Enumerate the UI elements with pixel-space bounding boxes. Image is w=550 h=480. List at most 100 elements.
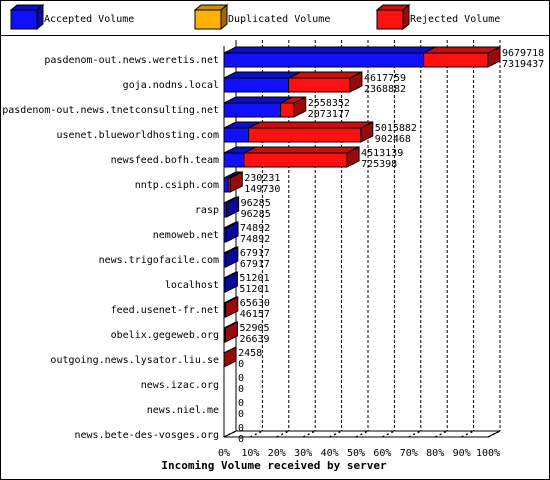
x-tick <box>461 430 474 438</box>
bar-side <box>293 96 307 118</box>
bar <box>223 52 425 68</box>
x-tick-label: 10% <box>241 448 259 459</box>
y-tick-label: news.izac.org <box>141 380 219 391</box>
x-tick-label: 60% <box>373 448 391 459</box>
bar-side <box>349 71 363 93</box>
total-label: 2558352 <box>308 98 350 109</box>
total-label: 51201 <box>239 273 269 284</box>
x-tick-label: 50% <box>347 448 365 459</box>
y-tick-label: nemoweb.net <box>153 230 219 241</box>
bar <box>243 152 348 168</box>
x-tick <box>329 430 342 438</box>
bar <box>223 152 245 168</box>
accepted-label: 7319437 <box>502 59 544 70</box>
accepted-label: 0 <box>238 359 244 370</box>
legend-label: Rejected Volume <box>410 14 500 25</box>
total-label: 2458 <box>238 348 262 359</box>
bar-side <box>226 196 240 218</box>
total-label: 65630 <box>240 298 270 309</box>
bar-side <box>346 146 360 168</box>
legend-swatch <box>376 9 404 30</box>
bar-top <box>423 46 501 54</box>
bar <box>288 77 351 93</box>
bar-side <box>223 346 237 368</box>
accepted-label: 902468 <box>375 134 411 145</box>
y-tick-label: news.niel.me <box>147 405 219 416</box>
y-tick-label: pasdenom-out.news.weretis.net <box>44 55 219 66</box>
bar-side <box>225 221 239 243</box>
x-tick-label: 30% <box>294 448 312 459</box>
y-tick-label: goja.nodns.local <box>123 80 219 91</box>
legend-swatch <box>194 9 222 30</box>
x-tick <box>223 430 237 438</box>
y-tick-label: feed.usenet-fr.net <box>111 305 219 316</box>
accepted-label: 2368882 <box>364 84 406 95</box>
y-tick-label: nntp.csiph.com <box>135 180 219 191</box>
y-tick-label: pasdenom-out.news.tnetconsulting.net <box>2 105 219 116</box>
bar-side <box>224 271 238 293</box>
y-tick-label: usenet.blueworldhosting.com <box>56 130 219 141</box>
legend-label: Duplicated Volume <box>228 14 330 25</box>
accepted-label: 0 <box>238 384 244 395</box>
legend-swatch-side <box>220 3 228 31</box>
bar <box>223 102 282 118</box>
x-tick <box>434 430 448 438</box>
x-tick-label: 20% <box>268 448 286 459</box>
total-label: 5015882 <box>375 123 417 134</box>
x-tick <box>408 430 422 438</box>
x-tick-label: 40% <box>321 448 339 459</box>
x-tick <box>302 430 316 438</box>
total-label: 4513139 <box>361 148 403 159</box>
bar-top <box>248 121 374 129</box>
x-tick <box>250 430 263 438</box>
legend-swatch-side <box>36 3 44 31</box>
bar-side <box>225 246 239 268</box>
accepted-label: 74892 <box>240 234 270 245</box>
total-label: 0 <box>238 398 244 409</box>
bar-side <box>360 121 374 143</box>
bar-side <box>229 171 243 193</box>
accepted-label: 51201 <box>239 284 269 295</box>
bar <box>223 77 290 93</box>
bar-side <box>224 321 238 343</box>
legend-label: Accepted Volume <box>44 14 134 25</box>
x-tick-label: 100% <box>476 448 500 459</box>
accepted-label: 725398 <box>361 159 397 170</box>
x-axis-title: Incoming Volume received by server <box>161 459 387 472</box>
x-tick <box>487 430 501 438</box>
total-label: 0 <box>238 423 244 434</box>
accepted-label: 149730 <box>244 184 280 195</box>
bar <box>423 52 489 68</box>
x-tick-label: 80% <box>426 448 444 459</box>
bar-top <box>223 71 301 79</box>
x-tick-label: 90% <box>453 448 471 459</box>
y-tick-label: obelix.gegeweb.org <box>111 330 219 341</box>
x-tick-label: 0% <box>218 448 230 459</box>
total-label: 52905 <box>239 323 269 334</box>
accepted-label: 2073177 <box>308 109 350 120</box>
x-tick <box>382 430 395 438</box>
legend-swatch-side <box>402 3 410 31</box>
accepted-label: 26639 <box>239 334 269 345</box>
bar-side <box>487 46 501 68</box>
accepted-label: 46157 <box>240 309 270 320</box>
total-label: 74892 <box>240 223 270 234</box>
total-label: 96285 <box>241 198 271 209</box>
accepted-label: 0 <box>238 409 244 420</box>
total-label: 0 <box>238 373 244 384</box>
bar <box>223 177 229 193</box>
bar <box>280 102 295 118</box>
total-label: 230231 <box>244 173 280 184</box>
x-tick <box>355 430 369 438</box>
total-label: 9679718 <box>502 48 544 59</box>
bar-side <box>225 296 239 318</box>
y-tick-label: rasp <box>195 205 219 216</box>
x-tick-label: 70% <box>400 448 418 459</box>
total-label: 4617759 <box>364 73 406 84</box>
y-tick-label: newsfeed.bofh.team <box>111 155 219 166</box>
accepted-label: 0 <box>238 434 244 445</box>
y-tick-label: outgoing.news.lysator.liu.se <box>50 355 219 366</box>
bar-top <box>243 146 360 154</box>
accepted-label: 67917 <box>240 259 270 270</box>
